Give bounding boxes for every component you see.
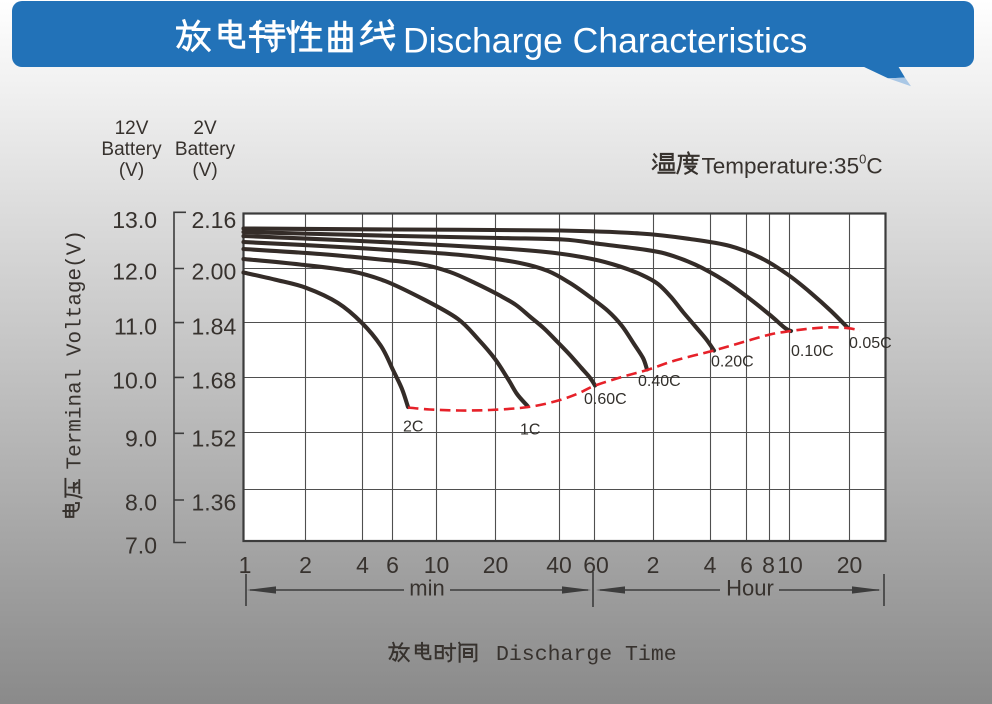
- svg-text:0.20C: 0.20C: [711, 354, 754, 371]
- svg-text:20: 20: [483, 552, 509, 578]
- svg-text:1.84: 1.84: [192, 314, 237, 340]
- svg-text:(V): (V): [192, 160, 217, 181]
- svg-text:0.40C: 0.40C: [638, 373, 681, 390]
- svg-text:min: min: [409, 576, 444, 601]
- svg-text:10: 10: [777, 552, 803, 578]
- svg-text:13.0: 13.0: [112, 207, 157, 233]
- svg-text:Battery: Battery: [101, 139, 162, 160]
- svg-text:11.0: 11.0: [114, 314, 157, 340]
- svg-text:12.0: 12.0: [112, 259, 157, 285]
- svg-text:2: 2: [647, 552, 660, 578]
- svg-text:(V): (V): [119, 160, 144, 181]
- svg-text:10: 10: [424, 552, 450, 578]
- svg-text:60: 60: [583, 552, 609, 578]
- svg-text:2C: 2C: [403, 419, 423, 436]
- svg-text:Discharge Characteristics: Discharge Characteristics: [403, 21, 807, 61]
- svg-text:2V: 2V: [193, 118, 217, 139]
- svg-text:7.0: 7.0: [125, 533, 157, 559]
- svg-text:1C: 1C: [520, 422, 540, 439]
- svg-text:40: 40: [546, 552, 572, 578]
- svg-text:6: 6: [740, 552, 753, 578]
- svg-text:Discharge Time: Discharge Time: [496, 643, 677, 667]
- svg-text:4: 4: [356, 552, 369, 578]
- svg-text:12V: 12V: [115, 118, 149, 139]
- svg-text:0.60C: 0.60C: [584, 391, 627, 408]
- svg-text:20: 20: [837, 552, 863, 578]
- svg-text:2.00: 2.00: [192, 259, 237, 285]
- svg-text:1: 1: [239, 552, 252, 578]
- svg-text:6: 6: [386, 552, 399, 578]
- svg-text:2.16: 2.16: [192, 207, 237, 233]
- svg-text:4: 4: [704, 552, 717, 578]
- svg-text:8.0: 8.0: [125, 490, 157, 516]
- svg-text:9.0: 9.0: [125, 426, 157, 452]
- svg-text:Hour: Hour: [726, 576, 774, 601]
- svg-text:Battery: Battery: [175, 139, 236, 160]
- svg-text:1.68: 1.68: [192, 368, 237, 394]
- svg-text:Temperature:350C: Temperature:350C: [702, 152, 883, 179]
- svg-text:1.52: 1.52: [192, 426, 237, 452]
- svg-text:10.0: 10.0: [112, 368, 157, 394]
- svg-text:1.36: 1.36: [192, 490, 237, 516]
- svg-text:Terminal Voltage(V): Terminal Voltage(V): [65, 230, 88, 469]
- svg-text:2: 2: [299, 552, 312, 578]
- svg-text:8: 8: [762, 552, 775, 578]
- svg-text:0.05C: 0.05C: [849, 335, 892, 352]
- svg-text:0.10C: 0.10C: [791, 343, 834, 360]
